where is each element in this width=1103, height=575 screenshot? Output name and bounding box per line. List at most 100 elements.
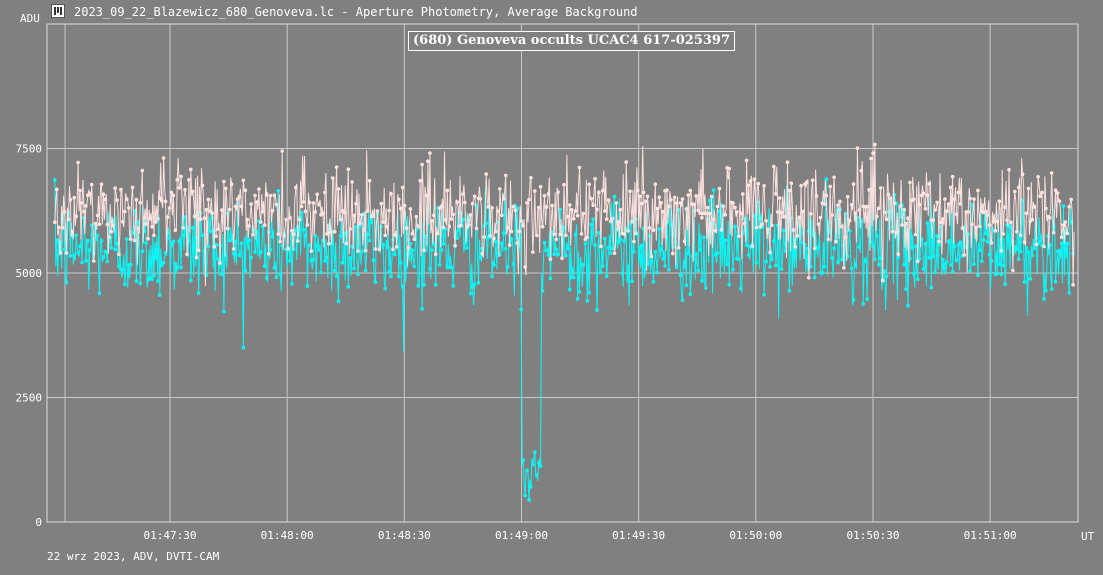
data-point (680, 298, 685, 302)
data-point (371, 214, 376, 218)
data-point (603, 236, 607, 241)
data-point (60, 226, 65, 230)
data-point (515, 241, 520, 245)
data-point (684, 207, 689, 211)
data-point (259, 220, 263, 224)
data-point (824, 177, 829, 181)
data-point (945, 260, 949, 264)
data-point (270, 208, 275, 213)
data-point (68, 254, 73, 258)
data-point (332, 229, 337, 234)
data-point (830, 256, 834, 260)
data-point (999, 272, 1003, 277)
data-point (552, 252, 557, 256)
data-point (958, 202, 963, 206)
data-point (1003, 282, 1007, 286)
data-point (163, 199, 168, 204)
data-point (268, 193, 273, 198)
data-point (954, 258, 959, 263)
data-point (737, 234, 741, 238)
data-point (915, 277, 920, 282)
data-point (995, 271, 1000, 276)
data-point (400, 185, 405, 190)
data-point (548, 257, 553, 261)
data-point (435, 231, 440, 236)
data-point (121, 267, 125, 272)
data-point (1042, 297, 1046, 301)
data-point (939, 220, 943, 224)
data-point (383, 233, 388, 238)
data-point (713, 228, 718, 233)
data-point (371, 258, 376, 263)
data-point (853, 211, 858, 215)
data-point (430, 219, 434, 223)
data-point (1065, 241, 1070, 246)
data-point (1018, 233, 1023, 238)
data-point (496, 209, 500, 213)
data-point (1061, 223, 1066, 227)
data-point (70, 229, 75, 234)
data-point (624, 160, 628, 164)
data-point (686, 193, 691, 197)
data-point (525, 200, 529, 205)
data-point (319, 270, 323, 275)
data-point (105, 259, 110, 264)
data-point (1032, 205, 1037, 209)
data-point (985, 239, 990, 244)
data-point (159, 263, 164, 268)
data-point (161, 261, 166, 265)
data-point (997, 262, 1002, 267)
data-point (327, 242, 331, 246)
data-point (62, 247, 67, 252)
data-point (742, 221, 747, 226)
data-point (422, 248, 426, 253)
data-point (816, 245, 821, 250)
data-point (334, 274, 339, 278)
data-point (134, 279, 139, 283)
data-point (622, 238, 626, 243)
data-point (461, 192, 465, 196)
data-point (416, 283, 421, 288)
data-point (171, 239, 176, 244)
data-point (478, 197, 483, 201)
data-point (175, 265, 179, 269)
series-layer (53, 142, 1075, 502)
data-point (880, 278, 885, 283)
data-point (983, 231, 988, 236)
title-bar: 2023_09_22_Blazewicz_680_Genoveva.lc - A… (0, 0, 1103, 24)
data-point (550, 203, 555, 208)
data-point (377, 247, 382, 252)
data-point (915, 259, 920, 264)
data-point (187, 178, 191, 182)
data-point (76, 160, 80, 165)
data-point (410, 248, 415, 252)
data-point (1049, 171, 1054, 175)
data-point (878, 186, 883, 190)
data-point (575, 297, 580, 301)
data-point (538, 464, 543, 468)
data-point (381, 242, 386, 247)
data-point (433, 252, 438, 257)
data-point (694, 194, 698, 198)
data-point (243, 188, 248, 193)
data-point (1001, 263, 1005, 268)
data-point (428, 266, 432, 271)
data-point (295, 239, 300, 243)
data-point (589, 222, 593, 227)
data-point (649, 259, 654, 264)
data-point (692, 202, 696, 207)
tangra-app-icon[interactable] (51, 4, 65, 18)
data-point (241, 345, 246, 350)
data-point (486, 205, 491, 209)
data-point (465, 246, 469, 250)
data-point (1059, 241, 1064, 246)
data-point (329, 230, 333, 235)
data-point (78, 244, 82, 248)
data-point (663, 264, 667, 268)
data-point (933, 270, 937, 275)
data-point (952, 244, 957, 249)
data-point (946, 202, 951, 206)
data-point (109, 229, 113, 234)
data-point (750, 244, 755, 248)
